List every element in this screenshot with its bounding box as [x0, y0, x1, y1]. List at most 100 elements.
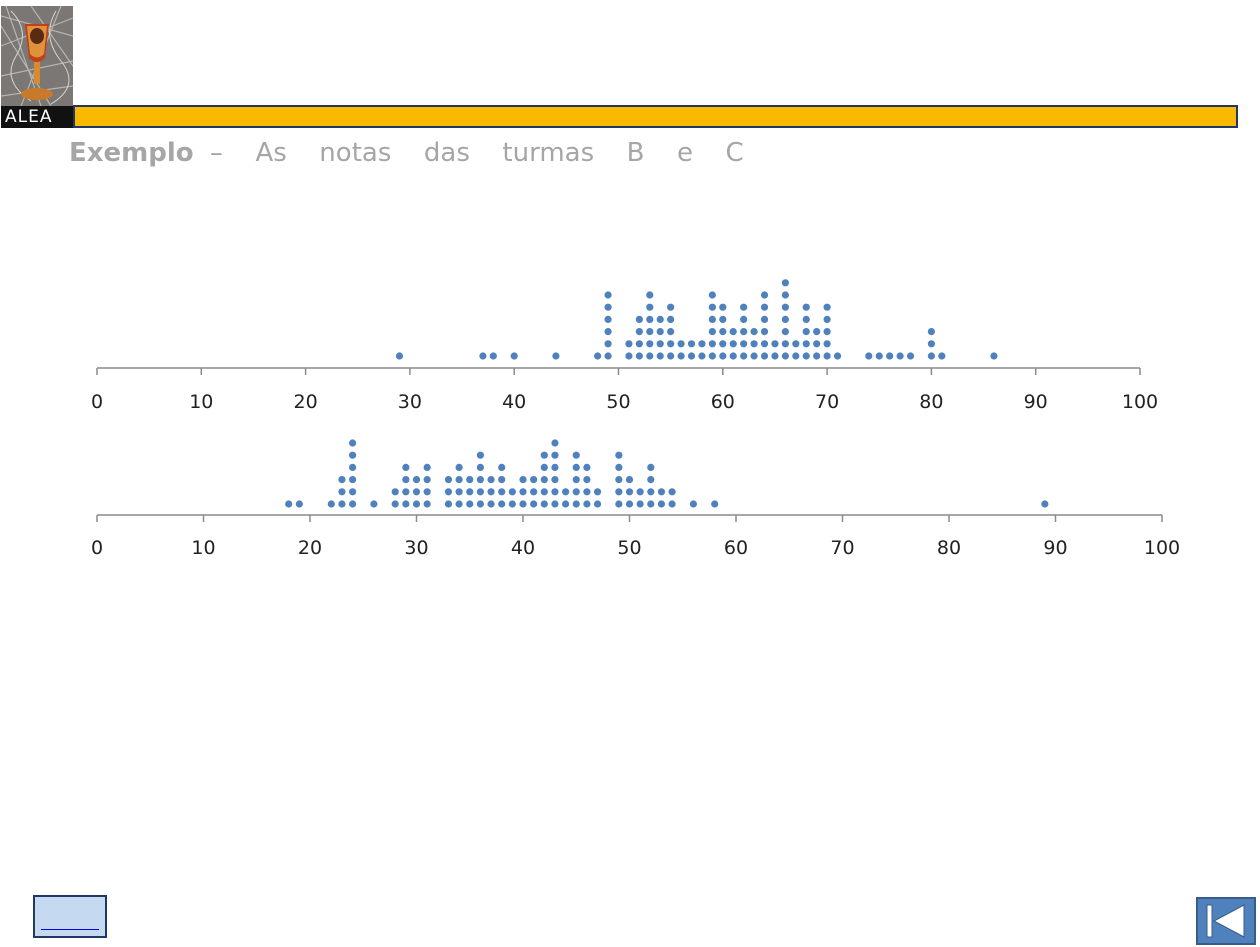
data-dot [594, 352, 602, 360]
data-dot [466, 476, 474, 484]
data-dot [646, 352, 654, 360]
x-tick-label: 50 [617, 537, 641, 559]
data-dot [740, 303, 748, 311]
data-dot [498, 463, 506, 471]
x-tick-label: 10 [191, 537, 215, 559]
x-tick-label: 70 [830, 537, 854, 559]
data-dot [656, 340, 664, 348]
data-dot [604, 315, 612, 323]
data-dot [519, 488, 527, 496]
data-dot [455, 500, 463, 508]
data-dot [540, 500, 548, 508]
x-tick-label: 100 [1122, 391, 1158, 413]
data-dot [572, 463, 580, 471]
data-dot [927, 340, 936, 348]
x-tick-label: 20 [298, 537, 322, 559]
data-dot [423, 500, 431, 508]
data-dot [540, 451, 548, 459]
data-dot [781, 279, 789, 287]
x-tick-label: 100 [1144, 537, 1180, 559]
x-tick-label: 0 [91, 391, 103, 413]
data-dot [572, 500, 580, 508]
data-dot [781, 340, 789, 348]
data-dot [668, 488, 676, 496]
data-dot [792, 352, 800, 360]
back-button[interactable] [33, 895, 107, 938]
data-dot [667, 315, 675, 323]
data-dot [667, 340, 675, 348]
data-dot [689, 500, 698, 508]
data-dot [349, 488, 357, 496]
data-dot [508, 488, 516, 496]
data-dot [771, 352, 779, 360]
data-dot [370, 500, 378, 508]
data-dot [711, 500, 719, 508]
data-dot [657, 500, 666, 508]
data-dot [476, 488, 484, 496]
data-dot [476, 500, 484, 508]
data-dot [476, 463, 484, 471]
data-dot [530, 488, 538, 496]
data-dot [813, 352, 821, 360]
data-dot [677, 352, 685, 360]
data-dot [498, 476, 506, 484]
data-dot [593, 500, 602, 508]
data-dot [412, 476, 421, 484]
data-dot [896, 352, 904, 360]
data-dot [338, 476, 346, 484]
data-dot [327, 500, 335, 508]
data-dot [562, 488, 570, 496]
data-dot [687, 340, 696, 348]
data-dot [508, 500, 516, 508]
data-dot [906, 352, 915, 360]
first-slide-button[interactable] [1196, 897, 1256, 945]
data-dot [349, 476, 357, 484]
data-dot [540, 488, 548, 496]
data-dot [646, 315, 654, 323]
data-dot [781, 315, 789, 323]
x-tick-label: 50 [606, 391, 630, 413]
data-dot [412, 500, 421, 508]
data-dot [677, 340, 685, 348]
data-dot [635, 352, 643, 360]
data-dot [760, 315, 769, 323]
data-dot [802, 340, 810, 348]
data-dot [781, 352, 789, 360]
data-dot [466, 500, 474, 508]
data-dot [646, 291, 654, 299]
dot-plots: 0 10 20 30 40 50 60 70 80 90 100 0 10 20 30 40 50 60 70 80… [91, 279, 1180, 559]
data-dot [927, 352, 936, 360]
data-dot [636, 488, 644, 496]
data-dot [583, 476, 591, 484]
data-dot [498, 488, 506, 496]
data-dot [823, 315, 831, 323]
header-bar [73, 105, 1238, 128]
data-dot [938, 352, 946, 360]
x-tick-label: 60 [724, 537, 748, 559]
data-dot [338, 488, 346, 496]
data-dot [760, 340, 769, 348]
data-dot [833, 352, 842, 360]
data-dot [1041, 500, 1049, 508]
data-dot [583, 488, 591, 496]
data-dot [583, 463, 591, 471]
data-dot [708, 352, 716, 360]
data-dot [760, 352, 769, 360]
data-dot [646, 328, 654, 336]
data-dot [813, 328, 821, 336]
data-dot [667, 352, 675, 360]
data-dot [760, 291, 769, 299]
data-dot [423, 476, 431, 484]
data-dot [823, 340, 831, 348]
data-dot [927, 328, 936, 336]
data-dot [551, 439, 559, 447]
data-dot [875, 352, 883, 360]
data-dot [423, 488, 431, 496]
data-dot [656, 328, 664, 336]
chalice-logo: ALEA [1, 6, 73, 128]
data-dot [719, 340, 727, 348]
data-dot [865, 352, 873, 360]
data-dot [625, 340, 633, 348]
data-dot [781, 328, 789, 336]
data-dot [444, 476, 453, 484]
